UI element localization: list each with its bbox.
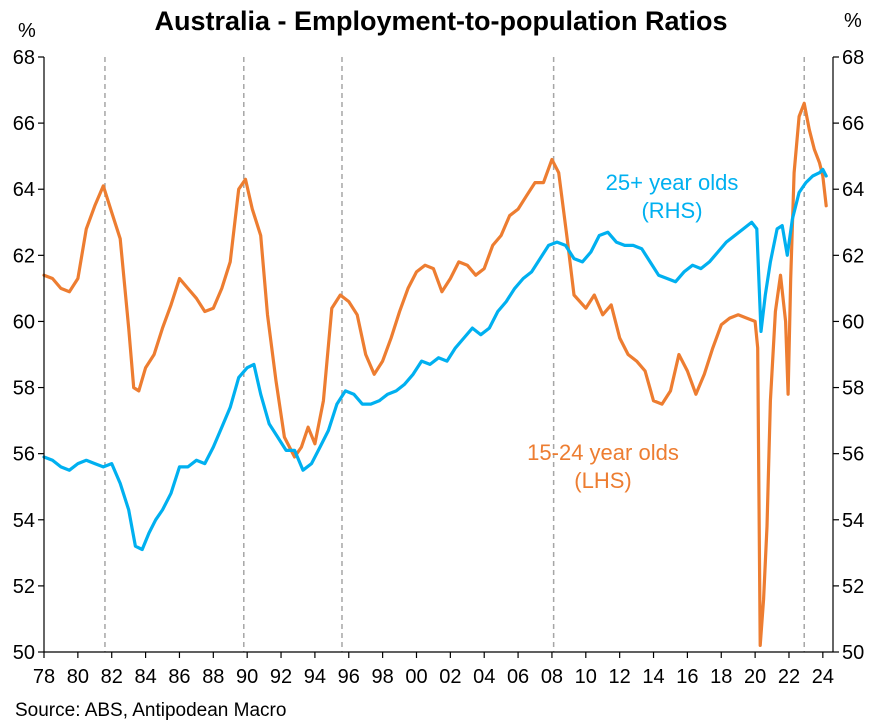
right-tick-label: 68 <box>842 47 864 69</box>
right-axis-unit: % <box>844 10 862 32</box>
axes <box>43 57 834 653</box>
x-tick-label: 92 <box>270 666 292 688</box>
right-tick-label: 58 <box>842 378 864 400</box>
x-tick-label: 06 <box>507 666 529 688</box>
source-note: Source: ABS, Antipodean Macro <box>15 700 286 721</box>
right-tick-label: 52 <box>842 576 864 598</box>
x-tick-label: 24 <box>812 666 834 688</box>
left-tick-label: 68 <box>13 47 35 69</box>
x-tick-label: 78 <box>33 666 55 688</box>
left-axis-unit: % <box>18 20 36 42</box>
x-tick-label: 88 <box>202 666 224 688</box>
x-tick-label: 22 <box>778 666 800 688</box>
x-tick-label: 16 <box>676 666 698 688</box>
right-axis-ticks: 50 52 54 56 58 60 62 64 66 68 <box>833 47 864 664</box>
chart-title: Australia - Employment-to-population Rat… <box>154 6 727 36</box>
left-tick-label: 62 <box>13 245 35 267</box>
x-tick-label: 82 <box>101 666 123 688</box>
x-tick-label: 08 <box>541 666 563 688</box>
left-tick-label: 58 <box>13 378 35 400</box>
left-tick-label: 50 <box>13 642 35 664</box>
series-label-age-15-24: (LHS) <box>574 468 631 493</box>
x-tick-label: 90 <box>236 666 258 688</box>
series-label-age-25-plus: (RHS) <box>641 198 702 223</box>
right-tick-label: 60 <box>842 311 864 333</box>
series-line-age-15-24 <box>42 101 828 647</box>
left-tick-label: 52 <box>13 576 35 598</box>
x-tick-label: 18 <box>710 666 732 688</box>
left-tick-label: 56 <box>13 444 35 466</box>
series-lines <box>42 101 828 647</box>
series-annotations: 15-24 year olds (LHS) 25+ year olds (RHS) <box>527 170 738 493</box>
left-axis-ticks: 50 52 54 56 58 60 62 64 66 68 <box>13 47 44 664</box>
x-tick-label: 12 <box>609 666 631 688</box>
x-tick-label: 96 <box>338 666 360 688</box>
left-tick-label: 66 <box>13 113 35 135</box>
series-label-age-25-plus: 25+ year olds <box>606 170 739 195</box>
series-line-age-25-plus <box>42 167 828 552</box>
x-tick-label: 20 <box>744 666 766 688</box>
left-tick-label: 64 <box>13 179 35 201</box>
x-axis-ticks: 78 80 82 84 86 88 90 92 94 96 98 00 02 04 06 08 10 12 14 16… <box>33 652 834 688</box>
left-tick-label: 60 <box>13 311 35 333</box>
right-tick-label: 62 <box>842 245 864 267</box>
x-tick-label: 86 <box>168 666 190 688</box>
right-tick-label: 64 <box>842 179 864 201</box>
x-tick-label: 04 <box>473 666 495 688</box>
x-tick-label: 84 <box>134 666 156 688</box>
recession-markers <box>104 57 805 652</box>
right-tick-label: 56 <box>842 444 864 466</box>
left-tick-label: 54 <box>13 510 35 532</box>
x-tick-label: 00 <box>405 666 427 688</box>
x-tick-label: 02 <box>439 666 461 688</box>
x-tick-label: 14 <box>642 666 664 688</box>
x-tick-label: 10 <box>575 666 597 688</box>
right-tick-label: 66 <box>842 113 864 135</box>
right-tick-label: 54 <box>842 510 864 532</box>
series-label-age-15-24: 15-24 year olds <box>527 440 679 465</box>
x-tick-label: 98 <box>372 666 394 688</box>
right-tick-label: 50 <box>842 642 864 664</box>
x-tick-label: 94 <box>304 666 326 688</box>
x-tick-label: 80 <box>67 666 89 688</box>
